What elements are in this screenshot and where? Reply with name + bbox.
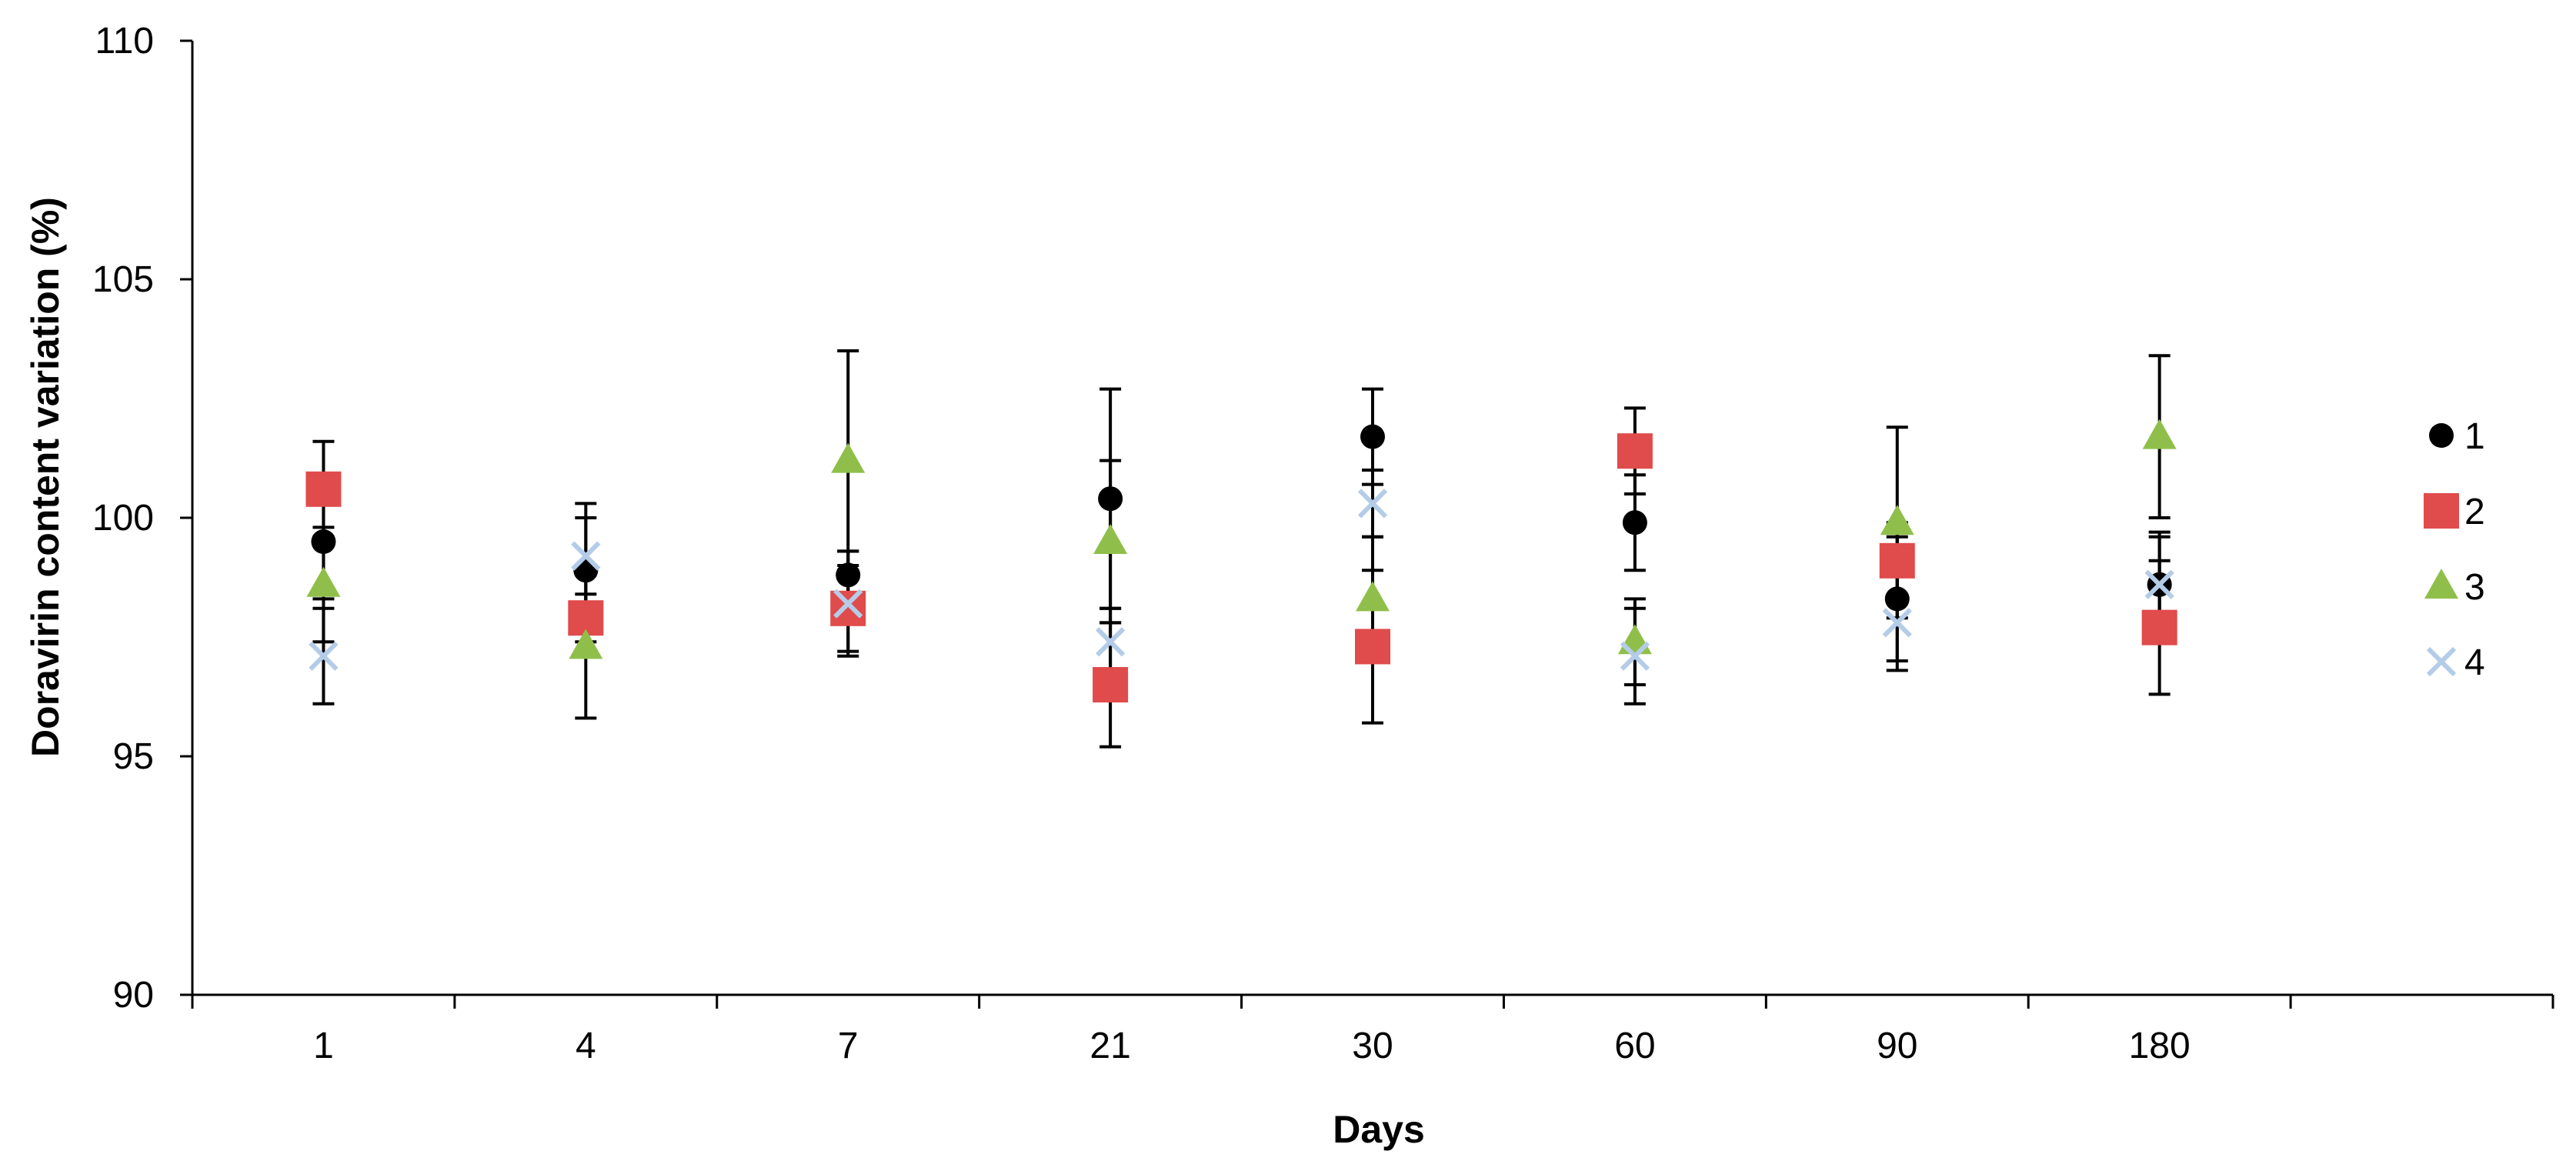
data-point — [309, 641, 339, 671]
data-point — [2142, 419, 2177, 449]
data-point — [1884, 586, 1910, 612]
legend-entry: 2 — [2424, 492, 2485, 532]
legend-marker — [2426, 646, 2457, 677]
y-tick-label: 95 — [113, 736, 154, 777]
x-tick-label: 90 — [1877, 1026, 1917, 1066]
y-axis-title: Doravirin content variation (%) — [24, 197, 67, 757]
data-point — [1617, 624, 1652, 655]
data-point — [831, 442, 866, 473]
axes — [180, 39, 2554, 1009]
x-marker-stroke — [1357, 489, 1388, 519]
data-markers — [305, 419, 2177, 702]
data-point — [1355, 629, 1390, 665]
x-marker-stroke — [2144, 569, 2174, 599]
legend-label: 4 — [2464, 642, 2485, 683]
x-tick-label: 30 — [1352, 1026, 1393, 1066]
x-tick-label: 21 — [1089, 1026, 1130, 1066]
y-tick-label: 105 — [92, 259, 154, 300]
data-point — [305, 471, 342, 507]
data-point — [1620, 641, 1650, 671]
legend-marker — [2429, 423, 2454, 448]
x-marker-stroke — [833, 589, 863, 619]
y-tick-label: 100 — [92, 498, 154, 539]
data-point — [1095, 627, 1126, 657]
x-marker-stroke — [1882, 608, 1912, 638]
legend-label: 2 — [2464, 492, 2485, 532]
legend: 1 2 3 4 — [2424, 416, 2485, 683]
x-marker-stroke — [1620, 641, 1650, 671]
data-point — [833, 589, 863, 619]
legend-entry: 1 — [2429, 416, 2485, 457]
legend-entry: 4 — [2426, 642, 2485, 683]
data-point — [1882, 608, 1912, 638]
data-point — [569, 629, 603, 659]
legend-marker — [2424, 493, 2459, 529]
data-point — [1880, 505, 1914, 535]
data-point — [311, 529, 336, 554]
data-point — [1357, 489, 1388, 519]
x-tick-label: 180 — [2129, 1026, 2191, 1066]
x-tick-label: 7 — [838, 1026, 859, 1066]
data-point — [1360, 424, 1385, 449]
legend-entry: 3 — [2424, 567, 2485, 608]
tick-labels: 90 95 100 105 110 1 4 7 21 30 60 90 180 — [92, 21, 2191, 1066]
data-point — [1879, 542, 1915, 579]
x-marker-stroke — [571, 541, 601, 571]
x-tick-label: 1 — [313, 1026, 334, 1066]
x-marker-stroke — [2426, 646, 2457, 677]
x-marker-stroke — [1095, 627, 1126, 657]
x-tick-label: 4 — [576, 1026, 596, 1066]
data-point — [1617, 433, 1653, 469]
data-point — [1093, 667, 1129, 702]
data-point — [1098, 486, 1123, 512]
data-point — [836, 562, 861, 588]
legend-marker — [2424, 569, 2458, 599]
data-point — [2141, 609, 2177, 646]
data-point — [1622, 510, 1647, 535]
data-point — [830, 590, 866, 626]
data-point — [1093, 524, 1128, 554]
legend-label: 3 — [2464, 567, 2485, 608]
legend-label: 1 — [2464, 416, 2485, 457]
y-tick-label: 110 — [95, 21, 154, 62]
x-marker-stroke — [309, 641, 339, 671]
data-point — [1356, 581, 1390, 612]
data-point — [571, 541, 601, 571]
data-point — [306, 566, 341, 597]
data-point — [2144, 569, 2174, 599]
y-tick-label: 90 — [113, 975, 154, 1016]
x-axis-title: Days — [1333, 1108, 1425, 1151]
x-tick-label: 60 — [1614, 1026, 1655, 1066]
